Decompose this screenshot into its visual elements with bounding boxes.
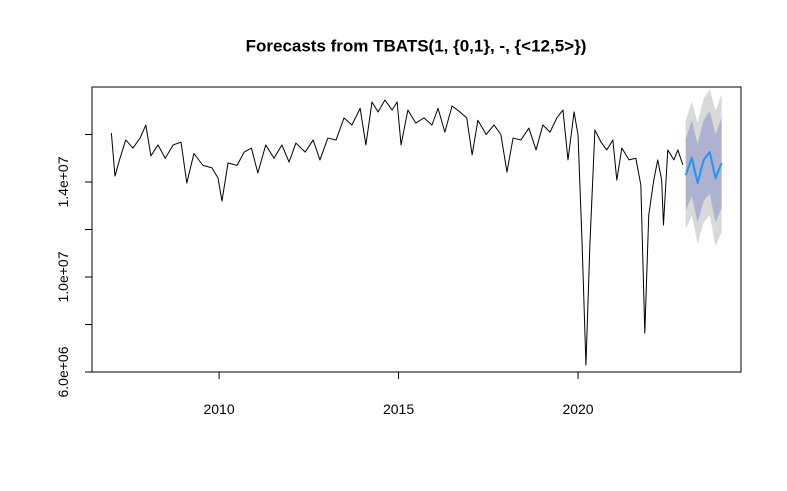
data-line	[110, 99, 684, 366]
forecast-line	[684, 151, 723, 184]
plot-frame	[91, 86, 742, 373]
x-tick-label: 2010	[203, 401, 234, 417]
y-tick-label: 1.0e+07	[55, 251, 71, 302]
interval-80	[685, 110, 722, 223]
x-tick-label: 2015	[383, 401, 414, 417]
x-tick-label: 2020	[562, 401, 593, 417]
chart-title: Forecasts from TBATS(1, {0,1}, -, {<12,5…	[246, 36, 587, 55]
y-tick-label: 1.4e+07	[55, 156, 71, 207]
y-tick-label: 6.0e+06	[55, 346, 71, 397]
